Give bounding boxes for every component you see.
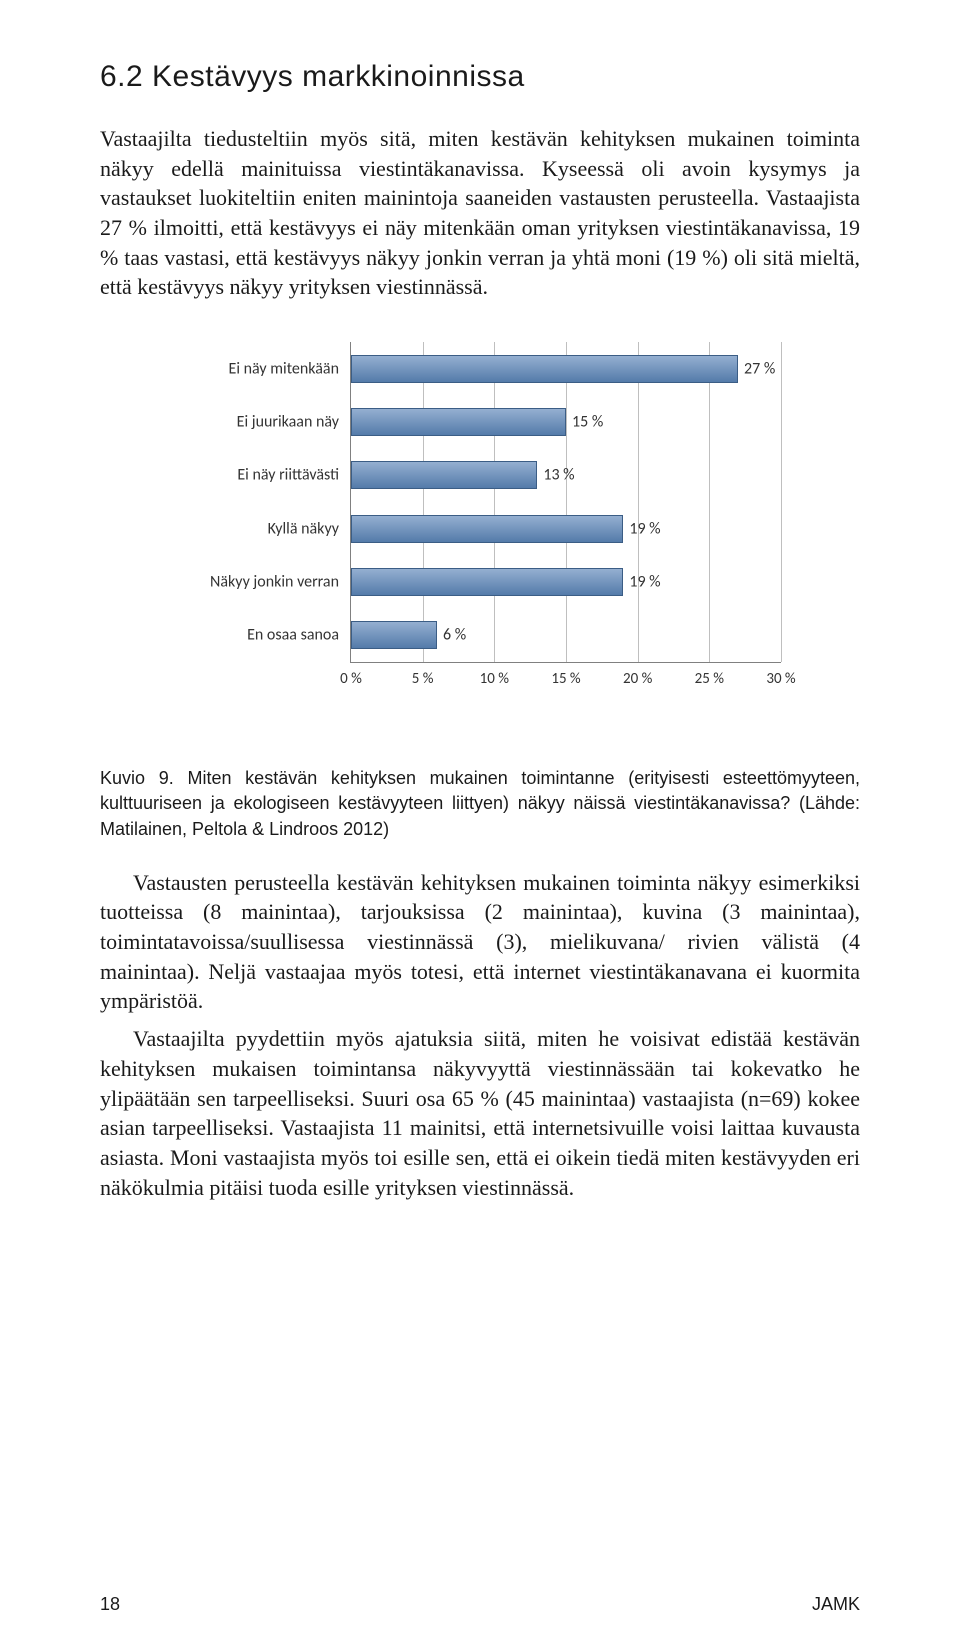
- chart-wrapper: 0 % 5 % 10 % 15 % 20 % 25 % 30 % Ei näy mitenkä…: [100, 332, 860, 732]
- gridline: [638, 342, 639, 662]
- category-label: Kyllä näkyy: [159, 519, 351, 538]
- gridline: [709, 342, 710, 662]
- x-tick-label: 30 %: [766, 662, 795, 688]
- bar-chart: 0 % 5 % 10 % 15 % 20 % 25 % 30 % Ei näy mitenkä…: [160, 332, 800, 732]
- page-container: 6.2 Kestävyys markkinoinnissa Vastaajilt…: [0, 0, 960, 1649]
- bar: [351, 621, 437, 649]
- category-label: Ei juurikaan näy: [159, 413, 351, 432]
- category-label: Näkyy jonkin verran: [159, 573, 351, 592]
- gridline: [566, 342, 567, 662]
- x-tick-label: 25 %: [695, 662, 724, 688]
- category-label: Ei näy mitenkään: [159, 359, 351, 378]
- bar-slot: Ei juurikaan näy15 %: [351, 402, 781, 442]
- paragraph-intro: Vastaajilta tiedusteltiin myös sitä, mit…: [100, 124, 860, 302]
- gridline: [494, 342, 495, 662]
- x-tick-label: 10 %: [480, 662, 509, 688]
- bar: [351, 355, 738, 383]
- bar-slot: Ei näy riittävästi13 %: [351, 455, 781, 495]
- x-tick-label: 0 %: [340, 662, 362, 688]
- bar-slot: Kyllä näkyy19 %: [351, 509, 781, 549]
- bar-slot: Näkyy jonkin verran19 %: [351, 562, 781, 602]
- category-label: En osaa sanoa: [159, 626, 351, 645]
- gridline: [781, 342, 782, 662]
- category-label: Ei näy riittävästi: [159, 466, 351, 485]
- bar-value-label: 13 %: [543, 466, 574, 485]
- paragraph-results-1-text: Vastausten perusteella kestävän kehityks…: [100, 870, 860, 1014]
- bar-value-label: 15 %: [572, 413, 603, 432]
- bar: [351, 461, 537, 489]
- bar-slot: En osaa sanoa6 %: [351, 615, 781, 655]
- bar-value-label: 19 %: [629, 519, 660, 538]
- figure-caption: Kuvio 9. Miten kestävän kehityksen mukai…: [100, 766, 860, 842]
- bar: [351, 408, 566, 436]
- bar-value-label: 6 %: [443, 626, 466, 645]
- gridline: [423, 342, 424, 662]
- page-number: 18: [100, 1594, 120, 1615]
- x-tick-label: 15 %: [551, 662, 580, 688]
- x-tick-label: 20 %: [623, 662, 652, 688]
- paragraph-results-1: Vastausten perusteella kestävän kehityks…: [100, 868, 860, 1016]
- section-heading: 6.2 Kestävyys markkinoinnissa: [100, 60, 860, 94]
- bar: [351, 515, 623, 543]
- bar-value-label: 27 %: [744, 359, 775, 378]
- plot-area: 0 %5 %10 %15 %20 %25 %30 %Ei näy mitenkä…: [350, 342, 781, 663]
- bar-slot: Ei näy mitenkään27 %: [351, 349, 781, 389]
- bar: [351, 568, 623, 596]
- page-footer: 18 JAMK: [100, 1594, 860, 1615]
- paragraph-results-2: Vastaajilta pyydettiin myös ajatuksia si…: [100, 1024, 860, 1202]
- x-tick-label: 5 %: [412, 662, 434, 688]
- bar-value-label: 19 %: [629, 573, 660, 592]
- paragraph-results-2-text: Vastaajilta pyydettiin myös ajatuksia si…: [100, 1026, 860, 1199]
- footer-brand: JAMK: [812, 1594, 860, 1615]
